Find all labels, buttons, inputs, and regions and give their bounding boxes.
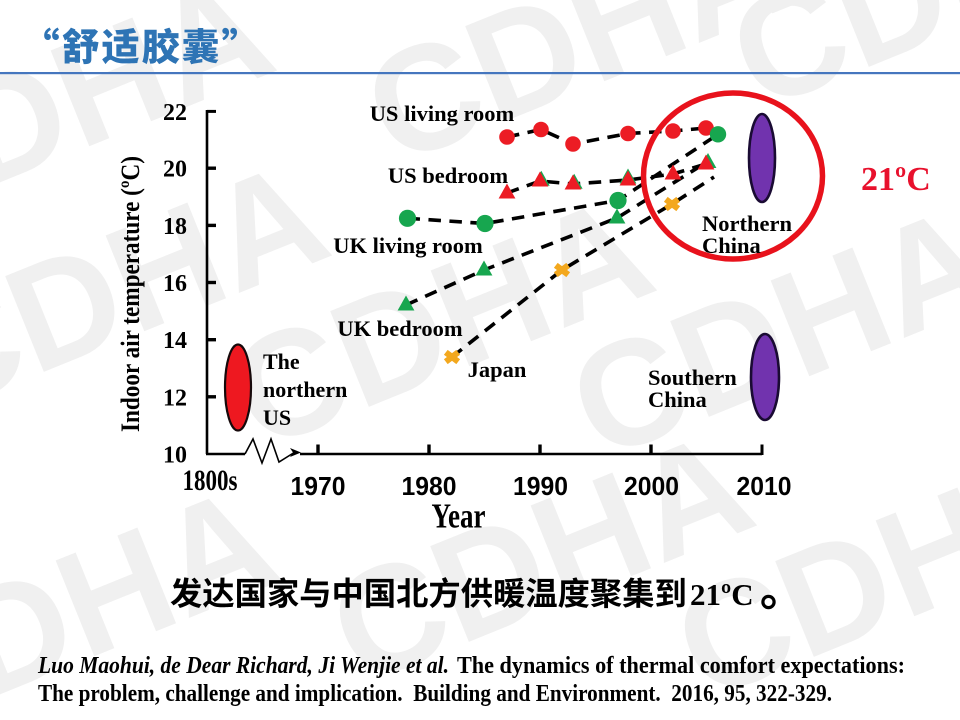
svg-text:1970: 1970 — [291, 471, 346, 501]
svg-text:northern: northern — [263, 377, 347, 402]
svg-text:US: US — [263, 405, 291, 430]
svg-text:US bedroom: US bedroom — [388, 163, 508, 188]
svg-text:Luo Maohui, de Dear Richard, J: Luo Maohui, de Dear Richard, Ji Wenjie e… — [37, 653, 449, 679]
svg-text:Japan: Japan — [468, 357, 527, 382]
svg-text:22: 22 — [163, 100, 187, 126]
svg-text:US living room: US living room — [370, 101, 515, 126]
svg-text:UK living room: UK living room — [333, 233, 483, 258]
svg-text:14: 14 — [163, 328, 187, 354]
svg-text:1800s: 1800s — [183, 464, 238, 497]
svg-text:18: 18 — [163, 214, 187, 240]
svg-text:20: 20 — [163, 157, 187, 183]
svg-text:The: The — [263, 349, 300, 374]
svg-text:2000: 2000 — [624, 471, 679, 501]
svg-text:2010: 2010 — [737, 471, 792, 501]
svg-text:1980: 1980 — [402, 471, 457, 501]
svg-text:Year: Year — [432, 497, 486, 536]
svg-text:21ºC: 21ºC — [690, 577, 754, 612]
svg-text:The dynamics of thermal comfor: The dynamics of thermal comfort expectat… — [457, 653, 905, 679]
svg-text:1990: 1990 — [513, 471, 568, 501]
svg-text:The problem, challenge and imp: The problem, challenge and implication. … — [38, 681, 832, 707]
svg-text:UK bedroom: UK bedroom — [337, 316, 462, 341]
svg-text:China: China — [702, 233, 761, 258]
svg-text:Northern: Northern — [702, 211, 792, 236]
svg-text:12: 12 — [163, 385, 187, 411]
svg-text:Southern: Southern — [648, 365, 737, 390]
svg-text:10: 10 — [163, 443, 187, 469]
svg-text:China: China — [648, 387, 707, 412]
svg-text:Indoor air temperature (ºC): Indoor air temperature (ºC) — [116, 156, 145, 432]
svg-text:16: 16 — [163, 271, 187, 297]
svg-text:CDHA: CDHA — [708, 0, 960, 141]
svg-text:21ºC: 21ºC — [861, 161, 931, 198]
